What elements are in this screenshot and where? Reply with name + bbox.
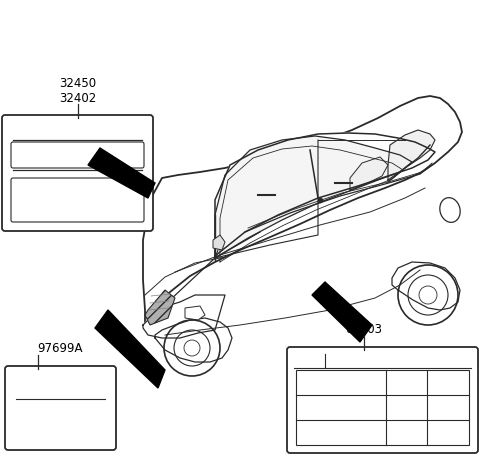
Polygon shape [145, 290, 175, 325]
Text: 05203: 05203 [346, 323, 383, 336]
Polygon shape [143, 295, 225, 338]
Polygon shape [215, 136, 412, 258]
FancyBboxPatch shape [296, 370, 469, 445]
Polygon shape [392, 262, 460, 310]
Polygon shape [143, 96, 462, 330]
Polygon shape [155, 318, 232, 362]
Polygon shape [350, 157, 388, 190]
Circle shape [184, 340, 200, 356]
Polygon shape [388, 130, 435, 180]
Polygon shape [213, 235, 225, 250]
FancyBboxPatch shape [11, 142, 144, 168]
FancyBboxPatch shape [2, 115, 153, 231]
Polygon shape [215, 133, 435, 256]
FancyBboxPatch shape [287, 347, 478, 453]
Text: 32450: 32450 [59, 77, 96, 90]
Polygon shape [95, 310, 165, 388]
Text: 32402: 32402 [59, 92, 96, 105]
Polygon shape [88, 148, 155, 198]
Polygon shape [312, 282, 372, 342]
FancyBboxPatch shape [11, 178, 144, 222]
Text: 97699A: 97699A [38, 342, 83, 355]
Polygon shape [185, 306, 205, 320]
Circle shape [419, 286, 437, 304]
FancyBboxPatch shape [5, 366, 116, 450]
